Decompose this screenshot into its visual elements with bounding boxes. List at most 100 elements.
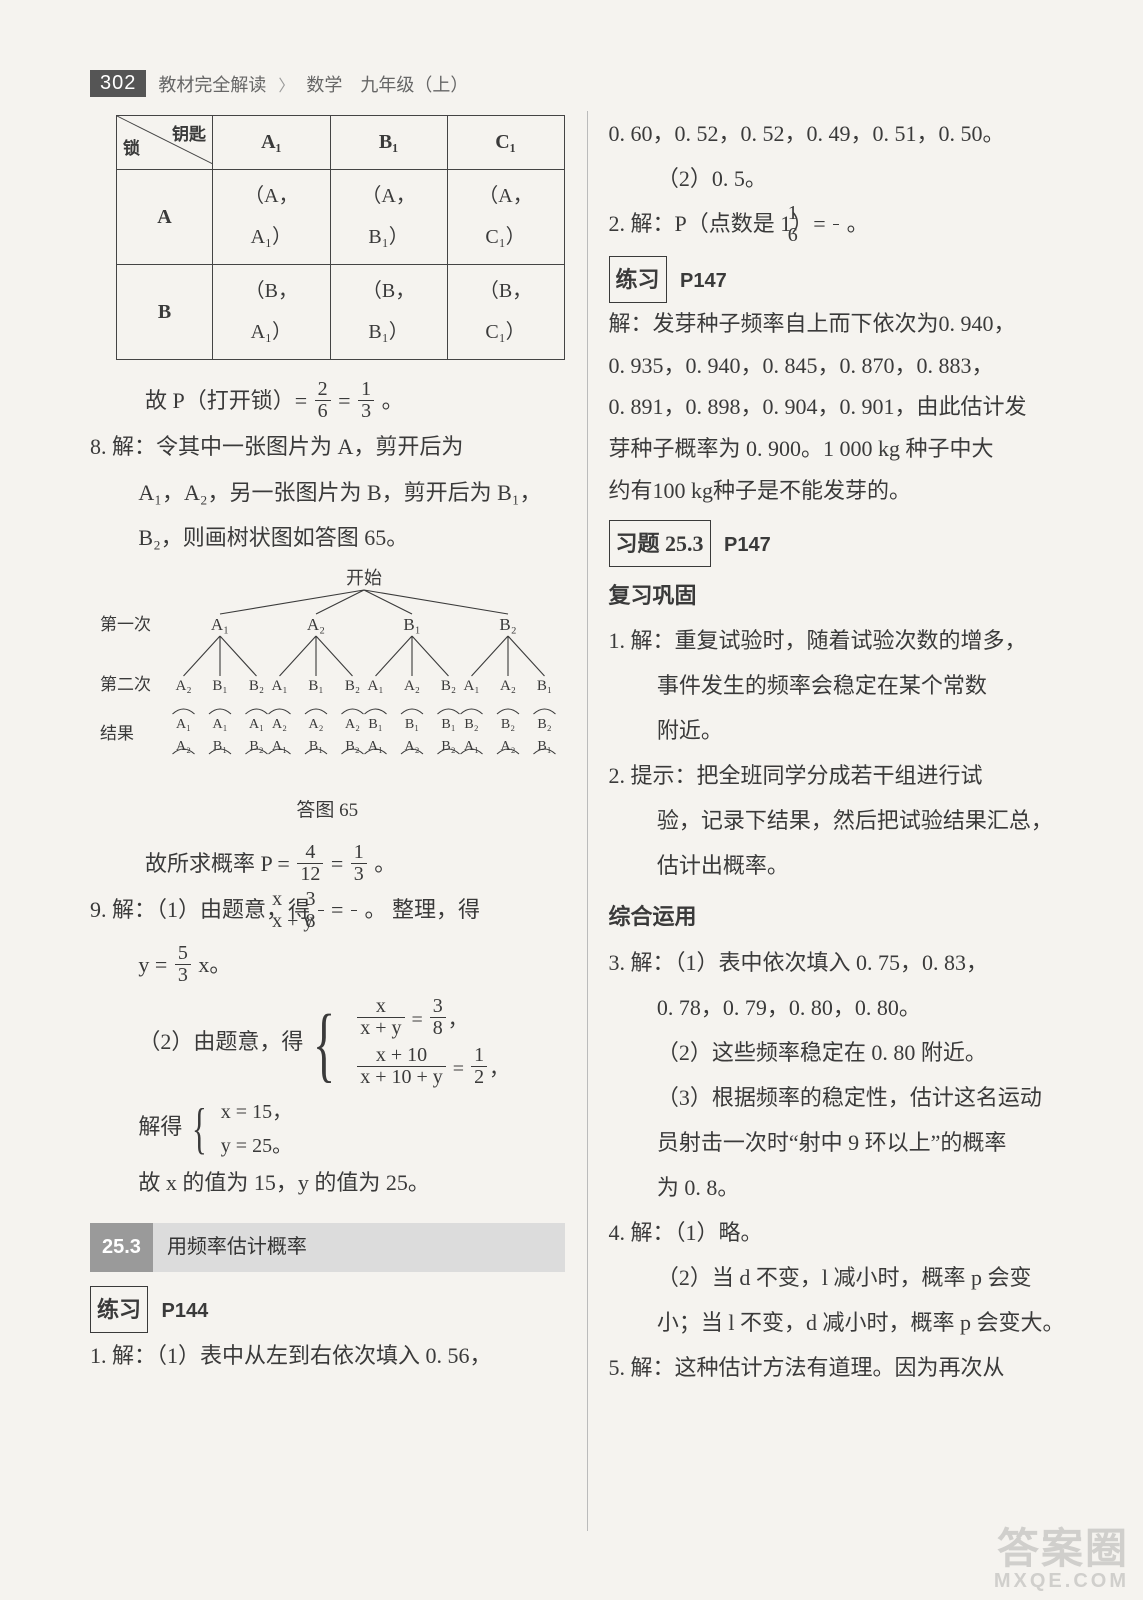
fraction: 38 (351, 889, 357, 932)
fx-q1-b: 事件发生的频率会稳定在某个常数 (609, 663, 1084, 708)
exercise-heading-p147: 练习 P147 (609, 256, 1084, 303)
svg-text:A₁: A₁ (211, 615, 229, 634)
svg-text:A₂: A₂ (307, 615, 325, 634)
p147-line-c: 0. 891，0. 898，0. 904，0. 901，由此估计发 (609, 386, 1084, 428)
tree-svg: 开始 A₁ A₂ B₁ B₂ A₂ B₁ B₂ A₁ B₁ B₂ A₁ A₂ B₂ A₁ A₂ B₁ A₁ A₂ A₁… (92, 568, 562, 788)
zy-q3-a: 3. 解：（1）表中依次填入 0. 75，0. 83， (609, 940, 1084, 985)
svg-text:第二次: 第二次 (100, 675, 151, 694)
subhead-fuxi: 复习巩固 (609, 573, 1084, 618)
svg-text:B₁: B₁ (213, 678, 228, 694)
equals: = (448, 1055, 469, 1083)
svg-text:B₂: B₂ (250, 739, 264, 754)
svg-text:A₂: A₂ (345, 717, 360, 732)
zy-q4-a: 4. 解：（1）略。 (609, 1210, 1084, 1255)
svg-text:开始: 开始 (346, 568, 382, 588)
svg-text:A₁: A₁ (464, 739, 479, 754)
fx-q1-a: 1. 解：重复试验时，随着试验次数的增多， (609, 618, 1084, 663)
zy-q3-e: 员射击一次时“射中 9 环以上”的概率 (609, 1120, 1084, 1165)
fx-q2-c: 估计出概率。 (609, 843, 1084, 888)
svg-text:A₁: A₁ (272, 739, 287, 754)
section-number: 25.3 (90, 1223, 153, 1272)
section-heading: 25.3 用频率估计概率 (90, 1223, 565, 1272)
equation-system: { xx + y = 38 ， x + 10x + 10 + y = 12 (313, 998, 509, 1090)
svg-text:B₂: B₂ (500, 615, 517, 634)
equals: = (407, 1006, 428, 1034)
text: （2）由题意，得 (138, 1029, 303, 1054)
p147-line-b: 0. 935，0. 940，0. 845，0. 870，0. 883， (609, 345, 1084, 387)
boxed-label: 习题 25.3 (609, 520, 711, 567)
column-divider (587, 111, 588, 1531)
table-cell: （A，B₁） (330, 170, 447, 265)
table-diagonal-header: 钥匙 锁 (117, 116, 213, 170)
svg-text:B₂: B₂ (346, 739, 360, 754)
q9-solve: 解得 { x = 15， y = 25。 (90, 1098, 565, 1160)
section-title: 用频率估计概率 (153, 1223, 565, 1272)
text: 解得 (138, 1114, 182, 1139)
fraction: 38 (430, 996, 446, 1039)
q9-line-1: 9. 解：（1）由题意，得 xx + y = 38 。 整理，得 (90, 887, 565, 933)
zy-q3-f: 为 0. 8。 (609, 1165, 1084, 1210)
watermark-main: 答案圈 (997, 1525, 1129, 1572)
zy-q5-a: 5. 解：这种估计方法有道理。因为再次从 (609, 1345, 1084, 1390)
svg-text:A₂: A₂ (176, 739, 191, 754)
svg-text:B₁: B₁ (309, 739, 323, 754)
zy-q3-c: （2）这些频率稳定在 0. 80 附近。 (609, 1030, 1084, 1075)
fraction: 16 (833, 203, 839, 246)
svg-text:A₁: A₁ (213, 717, 228, 732)
text: x。 (198, 952, 231, 977)
fraction: x + 10x + 10 + y (357, 1045, 446, 1088)
zy-q4-b: （2）当 d 不变，l 减小时，概率 p 会变 (609, 1255, 1084, 1300)
q8-line-2: A₁，A₂，另一张图片为 B，剪开后为 B₁， (90, 470, 565, 515)
tree-diagram: 开始 A₁ A₂ B₁ B₂ A₂ B₁ B₂ A₁ B₁ B₂ A₁ A₂ B₂ A₁ A₂ B₁ A₁ A₂ A₁… (90, 568, 565, 788)
diag-top-label: 钥匙 (172, 118, 206, 153)
svg-text:A₂: A₂ (272, 717, 287, 732)
svg-text:结果: 结果 (100, 724, 134, 743)
fraction: 53 (175, 943, 191, 986)
zy-q3-b: 0. 78，0. 79，0. 80，0. 80。 (609, 985, 1084, 1030)
q9-part2: （2）由题意，得 { xx + y = 38 ， x + 10x + 10 + … (90, 998, 565, 1090)
equals: = (331, 851, 343, 876)
svg-text:A₁: A₁ (464, 678, 480, 694)
boxed-label: 练习 (609, 256, 667, 303)
running-header: 302 教材完全解读 〉 数学 九年级（上） (90, 70, 1083, 97)
q8-line-1: 8. 解：令其中一张图片为 A，剪开后为 (90, 424, 565, 469)
svg-text:B₁: B₁ (404, 615, 421, 634)
svg-text:B₂: B₂ (442, 739, 456, 754)
zy-q4-c: 小；当 l 不变，d 减小时，概率 p 会变大。 (609, 1300, 1084, 1345)
fx-q2-b: 验，记录下结果，然后把试验结果汇总， (609, 798, 1084, 843)
svg-text:A₁: A₁ (368, 678, 384, 694)
svg-text:A₁: A₁ (368, 739, 383, 754)
system-row-1: xx + y = 38 ， (355, 998, 509, 1041)
col-header: C₁ (447, 116, 564, 170)
p144-q2: 2. 解：P（点数是 1）= 16 。 (609, 201, 1084, 247)
fx-q2-a: 2. 提示：把全班同学分成若干组进行试 (609, 753, 1084, 798)
svg-text:A₂: A₂ (404, 678, 420, 694)
fraction: xx + y (357, 996, 404, 1039)
two-column-layout: 钥匙 锁 A₁ B₁ C₁ A （A，A₁） （A，B₁） （A，C₁） B （… (90, 111, 1083, 1531)
period: 。 (382, 388, 404, 413)
svg-text:B₂: B₂ (465, 717, 479, 732)
solution-row-2: y = 25。 (221, 1132, 292, 1160)
svg-text:A₁: A₁ (176, 717, 191, 732)
svg-text:B₂: B₂ (345, 678, 360, 694)
period: 。 (374, 851, 396, 876)
col-header: B₁ (330, 116, 447, 170)
prob-open-lock: 故 P（打开锁）= 26 = 13 。 (90, 378, 565, 424)
svg-text:A₂: A₂ (405, 739, 420, 754)
page-ref: P147 (680, 270, 727, 292)
table-row: A （A，A₁） （A，B₁） （A，C₁） (117, 170, 565, 265)
system-row-2: x + 10x + 10 + y = 12 ， (355, 1047, 509, 1090)
table-row: B （B，A₁） （B，B₁） （B，C₁） (117, 265, 565, 360)
page-ref: P144 (162, 1300, 209, 1322)
p144-q1-cont-b: （2）0. 5。 (609, 156, 1084, 201)
period: 。 (847, 211, 869, 236)
table-cell: （A，C₁） (447, 170, 564, 265)
text: 故 P（打开锁）= (145, 388, 307, 413)
svg-text:B₁: B₁ (309, 678, 324, 694)
q8-line-3: B₂，则画树状图如答图 65。 (90, 515, 565, 560)
svg-text:A₂: A₂ (176, 678, 192, 694)
right-column: 0. 60，0. 52，0. 52，0. 49，0. 51，0. 50。 （2）… (587, 111, 1084, 1531)
svg-text:A₁: A₁ (249, 717, 264, 732)
svg-text:A₁: A₁ (272, 678, 288, 694)
table-cell: （A，A₁） (213, 170, 331, 265)
